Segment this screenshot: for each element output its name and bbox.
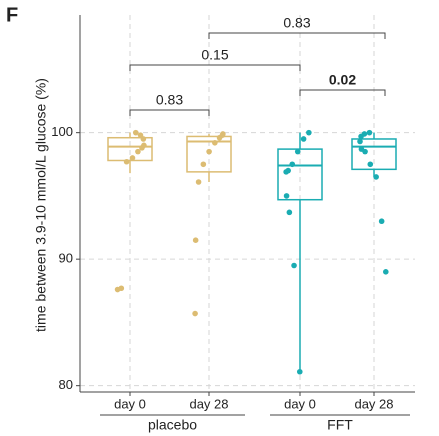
data-point — [373, 174, 379, 180]
p-value: 0.02 — [329, 72, 356, 88]
p-value: 0.83 — [283, 15, 310, 31]
x-tick-label: day 28 — [354, 396, 393, 411]
box — [277, 148, 323, 201]
box — [351, 138, 397, 171]
data-point — [206, 148, 212, 155]
data-point — [367, 161, 374, 168]
y-tick-label: 80 — [59, 377, 73, 392]
comparison-bracket — [129, 109, 210, 116]
data-point — [212, 139, 218, 146]
data-point — [296, 368, 303, 375]
data-point — [366, 129, 373, 136]
data-point — [114, 286, 121, 293]
data-point — [140, 136, 147, 142]
data-point — [123, 158, 130, 165]
data-point — [283, 169, 289, 175]
p-value: 0.83 — [156, 92, 183, 108]
data-point — [291, 262, 297, 269]
x-tick-label: day 28 — [189, 396, 228, 411]
data-point — [300, 136, 307, 142]
data-point — [135, 148, 141, 155]
data-point — [192, 310, 198, 317]
data-point — [129, 155, 136, 161]
box — [186, 135, 232, 173]
data-point — [216, 134, 223, 141]
comparison-bracket — [299, 89, 386, 96]
data-point — [139, 145, 145, 151]
data-point — [378, 218, 385, 225]
x-tick-label: day 0 — [114, 396, 146, 411]
panel-label: F — [6, 4, 18, 26]
comparison-bracket — [208, 32, 386, 39]
data-point — [286, 209, 293, 216]
data-point — [357, 138, 363, 145]
data-point — [200, 161, 207, 168]
p-value: 0.15 — [201, 47, 228, 63]
comparison-bracket — [129, 64, 301, 71]
data-point — [132, 129, 139, 136]
data-point — [306, 129, 312, 136]
data-point — [137, 132, 144, 138]
data-point — [195, 179, 202, 185]
y-tick-label: 100 — [51, 124, 73, 139]
data-point — [289, 161, 296, 168]
y-tick-label: 90 — [59, 251, 73, 266]
data-point — [294, 148, 301, 155]
data-point — [358, 133, 364, 140]
data-point — [362, 148, 368, 155]
group-label: FFT — [327, 417, 353, 433]
data-point — [283, 193, 290, 199]
box — [107, 136, 153, 162]
data-point — [382, 269, 389, 275]
y-axis-label: time between 3.9-10 mmol/L glucose (%) — [33, 78, 49, 332]
group-label: placebo — [148, 417, 197, 433]
x-tick-label: day 0 — [284, 396, 316, 411]
data-point — [192, 237, 199, 243]
